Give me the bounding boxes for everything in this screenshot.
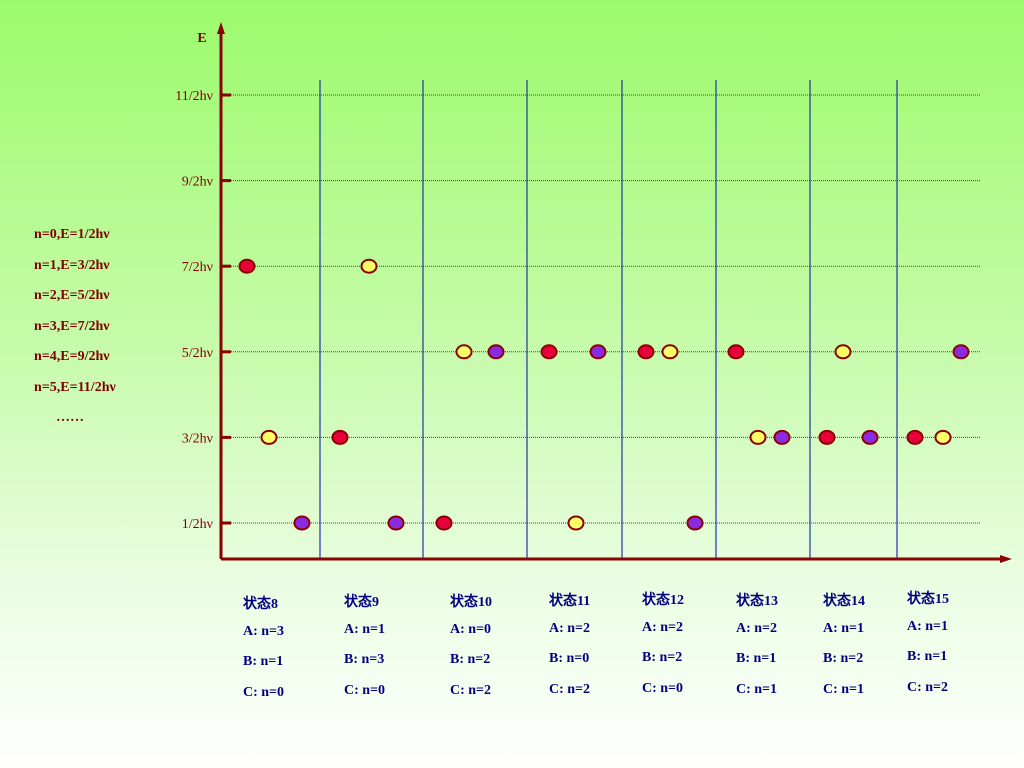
legend-ellipsis: ……: [56, 410, 84, 425]
state-12-info: 状态12 A: n=2 B: n=2 C: n=0: [642, 589, 684, 711]
state-8-info: 状态8 A: n=3 B: n=1 C: n=0: [243, 593, 284, 715]
particle-b: [567, 515, 585, 531]
state-11-info: 状态11 A: n=2 B: n=0 C: n=2: [549, 590, 590, 712]
state-title: 状态12: [642, 593, 684, 608]
state-a-value: A: n=1: [823, 620, 865, 636]
state-9-info: 状态9 A: n=1 B: n=3 C: n=0: [344, 591, 385, 713]
legend-item-n0: n=0,E=1/2hν: [34, 227, 110, 242]
state-c-value: C: n=1: [736, 681, 778, 697]
state-title: 状态13: [736, 594, 778, 609]
axes: [217, 22, 1012, 563]
y-axis-arrow: [217, 22, 225, 34]
particle-b: [661, 344, 679, 360]
state-b-value: B: n=2: [450, 652, 491, 668]
energy-level-lines: [221, 94, 980, 524]
particle-b: [260, 429, 278, 445]
state-c-value: C: n=2: [450, 682, 492, 698]
particle-c: [861, 429, 879, 445]
state-a-value: A: n=2: [736, 620, 778, 636]
particle-c: [293, 515, 311, 531]
tick-label: 11/2hν: [175, 89, 213, 104]
state-title: 状态14: [823, 594, 865, 609]
particle-a: [238, 258, 256, 274]
energy-level-labels: 11/2hν 9/2hν 7/2hν 5/2hν 3/2hν 1/2hν: [175, 89, 213, 532]
legend-item-n1: n=1,E=3/2hν: [34, 257, 110, 273]
particle-a: [818, 429, 836, 445]
legend-item-n4: n=4,E=9/2hν: [34, 349, 110, 364]
state-a-value: A: n=1: [344, 621, 386, 637]
state-c-value: C: n=2: [907, 679, 949, 695]
energy-legend: n=0,E=1/2hν n=1,E=3/2hν n=2,E=5/2hν n=3,…: [34, 222, 116, 436]
particle-a: [331, 429, 349, 445]
particle-b: [834, 344, 852, 360]
legend-item-n3: n=3,E=7/2hν: [34, 318, 110, 334]
particle-c: [773, 429, 791, 445]
state-title: 状态10: [450, 595, 492, 610]
state-b-value: B: n=2: [642, 650, 683, 666]
state-c-value: C: n=0: [642, 680, 684, 696]
particles: [238, 258, 970, 531]
particle-c: [589, 344, 607, 360]
state-a-value: A: n=3: [243, 623, 285, 639]
particle-a: [906, 429, 924, 445]
particle-c: [952, 344, 970, 360]
legend-item-n2: n=2,E=5/2hν: [34, 288, 110, 303]
particle-b: [934, 429, 952, 445]
state-b-value: B: n=1: [907, 649, 948, 665]
particle-c: [387, 515, 405, 531]
tick-label: 7/2hν: [182, 260, 213, 275]
particle-a: [435, 515, 453, 531]
state-b-value: B: n=1: [736, 651, 777, 667]
state-title: 状态9: [344, 595, 379, 610]
state-15-info: 状态15 A: n=1 B: n=1 C: n=2: [907, 588, 949, 710]
tick-label: 9/2hν: [182, 175, 213, 190]
particle-a: [540, 344, 558, 360]
x-axis-arrow: [1000, 555, 1012, 563]
tick-label: 1/2hν: [182, 517, 213, 532]
state-a-value: A: n=1: [907, 618, 949, 634]
state-a-value: A: n=2: [549, 620, 591, 636]
state-10-info: 状态10 A: n=0 B: n=2 C: n=2: [450, 591, 492, 713]
state-c-value: C: n=0: [243, 684, 285, 700]
tick-label: 5/2hν: [182, 346, 213, 361]
state-a-value: A: n=0: [450, 621, 492, 637]
particle-a: [727, 344, 745, 360]
legend-item-n5: n=5,E=11/2hν: [34, 379, 116, 395]
particle-b: [455, 344, 473, 360]
state-b-value: B: n=3: [344, 652, 385, 668]
state-a-value: A: n=2: [642, 619, 684, 635]
state-13-info: 状态13 A: n=2 B: n=1 C: n=1: [736, 590, 778, 712]
state-c-value: C: n=2: [549, 681, 591, 697]
state-c-value: C: n=0: [344, 682, 386, 698]
state-b-value: B: n=1: [243, 654, 284, 670]
state-c-value: C: n=1: [823, 681, 865, 697]
state-title: 状态8: [243, 597, 278, 612]
particle-c: [487, 344, 505, 360]
state-b-value: B: n=2: [823, 651, 864, 667]
state-separators: [319, 80, 898, 559]
tick-label: 3/2hν: [182, 431, 213, 446]
particle-a: [637, 344, 655, 360]
state-14-info: 状态14 A: n=1 B: n=2 C: n=1: [823, 590, 865, 712]
y-axis-label: E: [197, 31, 206, 46]
particle-b: [360, 258, 378, 274]
particle-c: [686, 515, 704, 531]
state-title: 状态11: [549, 594, 591, 609]
state-title: 状态15: [907, 592, 949, 607]
state-b-value: B: n=0: [549, 651, 590, 667]
particle-b: [749, 429, 767, 445]
